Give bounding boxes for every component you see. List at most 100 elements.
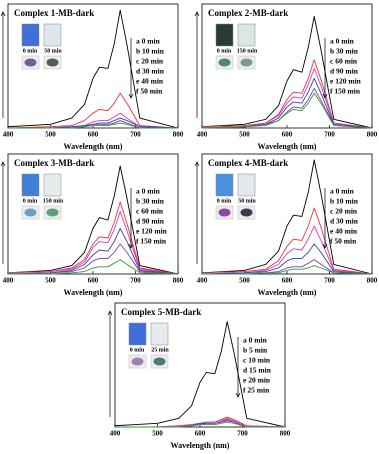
legend-entry: d 90 min [136,217,165,226]
x-tick-label: 600 [282,131,293,139]
photo-caption: 0 min [23,48,38,54]
vial [21,23,40,47]
legend-entry: d 30 min [330,217,359,226]
spectrum-line [7,165,179,275]
x-tick-label: 500 [239,131,250,139]
spectrum-line [8,122,178,129]
photo-caption: 0 min [23,198,38,204]
x-tick-label: 800 [367,277,378,285]
y-arrow [0,161,6,264]
legend-entry: a 0 min [136,187,161,196]
x-tick-label: 400 [197,277,208,285]
legend-entry: f 50 min [330,237,357,246]
decrease-arrow [128,38,134,99]
legend-entry: e 120 min [330,77,362,86]
spectrum-line [7,92,179,129]
x-tick-label: 600 [88,131,99,139]
x-tick-label: 600 [195,430,206,438]
powder-sample [24,208,37,217]
legend-entry: a 0 min [330,187,355,196]
powder-sample [240,208,253,217]
spectrum-line [8,259,179,275]
powder-sample [46,58,59,67]
legend-entry: c 60 min [330,57,358,66]
legend-entry: c 20 min [136,57,164,66]
spectrum-line [7,227,179,275]
x-tick-label: 400 [3,131,14,139]
spectrum-line [201,87,373,129]
vial [128,322,147,346]
legend-entry: e 40 min [136,77,164,86]
powder-sample [24,58,37,67]
spectrum-line [201,68,373,129]
x-tick-label: 800 [367,131,378,139]
legend-entry: e 120 min [136,227,168,236]
panel: 400 500 600 700 800 Wavelength (nm) Complex 3-… [0,153,184,297]
photo-caption: 25 min [151,347,169,353]
panel: 400 500 600 700 800 Wavelength (nm) Complex 1-… [0,3,184,151]
legend-entry: a 0 min [136,37,161,46]
legend-entry: d 30 min [136,67,165,76]
x-tick-label: 800 [280,430,291,438]
x-tick-label: 400 [3,277,14,285]
legend-entry: d 15 min [243,366,272,375]
powder-sample [131,357,144,366]
x-tick-label: 400 [110,430,121,438]
spectrum-line [202,265,373,275]
legend-entry: c 10 min [243,356,271,365]
legend-entry: f 50 min [136,87,163,96]
x-tick-label: 700 [130,277,141,285]
spectrum-line [115,421,285,428]
x-tick-label: 500 [45,277,56,285]
powder-sample [153,357,166,366]
legend-entry: e 40 min [330,227,358,236]
panel-title: Complex 1-MB-dark [14,8,94,18]
x-tick-label: 600 [88,277,99,285]
vial [237,173,256,197]
panel: 400 500 600 700 800 Wavelength (nm) Complex 4-… [194,153,378,297]
legend-entry: e 20 min [243,376,271,385]
spectrum-line [201,243,373,275]
x-tick-label: 500 [45,131,56,139]
vial [215,23,234,47]
decrease-arrow [322,38,328,99]
decrease-arrow [235,337,241,398]
spectrum-line [201,159,373,275]
panel: 400 500 600 700 800 Wavelength (nm) Complex 5-… [107,302,291,450]
spectrum-line [201,15,373,129]
panel-title: Complex 4-MB-dark [208,158,288,168]
powder-sample [240,58,253,67]
spectrum-line [201,225,373,275]
legend-entry: c 60 min [136,207,164,216]
x-tick-label: 700 [324,131,335,139]
photo-caption: 50 min [238,198,256,204]
legend-entry: a 0 min [330,37,355,46]
x-tick-label: 700 [237,430,248,438]
legend-entry: a 0 min [243,336,268,345]
spectrum-line [201,207,373,275]
spectrum-line [7,201,179,275]
vial [43,173,62,197]
decrease-arrow [128,188,134,249]
x-tick-label: 500 [239,277,250,285]
legend-entry: b 5 min [243,346,268,355]
legend-entry: f 150 min [330,87,361,96]
photo-caption: 50 min [44,48,62,54]
panel: 400 500 600 700 800 Wavelength (nm) Complex 2-… [194,3,378,151]
x-tick-label: 400 [197,131,208,139]
x-tick-label: 800 [173,131,184,139]
legend-entry: d 90 min [330,67,359,76]
legend-entry: b 10 min [330,197,359,206]
powder-sample [218,58,231,67]
powder-sample [46,208,59,217]
y-arrow [194,11,200,118]
x-tick-label: 700 [130,131,141,139]
decrease-arrow [322,188,328,249]
photo-caption: 0 min [130,347,145,353]
x-axis-label: Wavelength (nm) [171,441,230,450]
x-tick-label: 700 [324,277,335,285]
spectrum-line [7,211,179,275]
legend-entry: f 25 min [243,386,270,395]
vial [150,322,169,346]
